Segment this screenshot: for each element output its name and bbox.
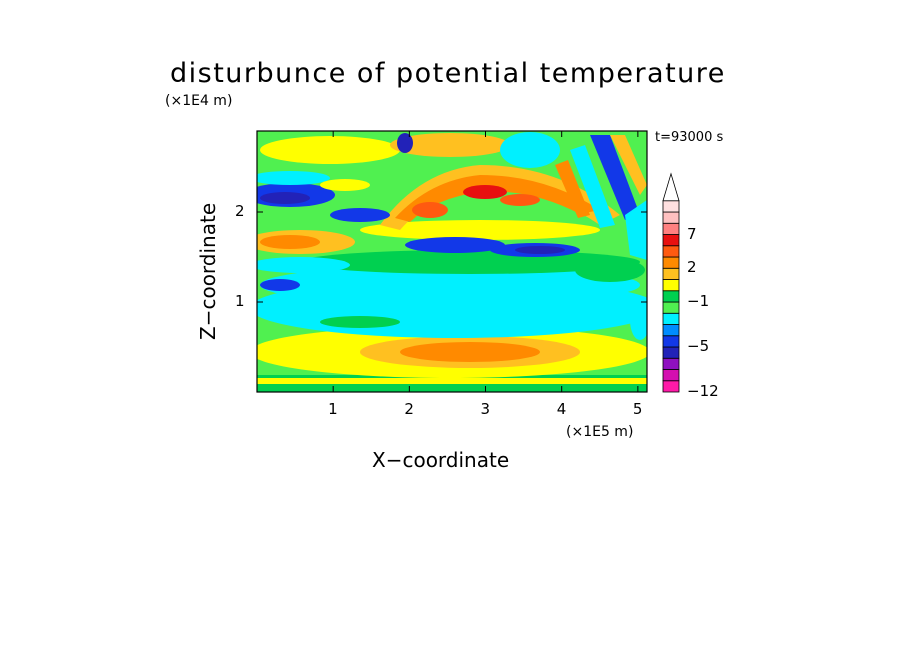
- colorbar-swatch: [662, 380, 680, 393]
- left-cool-lower: [257, 257, 350, 273]
- colorbar-swatch: [662, 256, 680, 269]
- colorbar-swatch: [662, 324, 680, 337]
- colorbar: [662, 172, 680, 393]
- colorbar-swatch: [662, 279, 680, 292]
- warm-arch-outer: [380, 165, 620, 230]
- colorbar-swatch: [662, 211, 680, 224]
- plot-frame: [256, 130, 648, 393]
- top-yellow-left: [260, 136, 400, 164]
- colorbar-swatch: [662, 222, 680, 235]
- y-unit-label: (×1E4 m): [165, 93, 233, 109]
- colorbar-tick-label: −5: [687, 337, 710, 355]
- colorbar-extend-arrow: [662, 172, 680, 202]
- left-cool-stripe: [257, 171, 330, 185]
- left-cold-core: [260, 192, 310, 204]
- left-warm-core: [260, 235, 320, 249]
- right-green-patch: [575, 258, 645, 282]
- low-warm-core: [400, 342, 540, 362]
- x-tick-label: 2: [404, 400, 414, 418]
- colorbar-swatch: [662, 335, 680, 348]
- colorbar-tick-label: −12: [687, 382, 719, 400]
- colorbar-swatch: [662, 200, 680, 213]
- left-yellow-stripe: [320, 179, 370, 191]
- warm-patch-left: [412, 202, 448, 218]
- colorbar-swatch: [662, 357, 680, 370]
- time-label: t=93000 s: [655, 130, 724, 145]
- colorbar-swatch: [662, 369, 680, 382]
- right-wave-stripe-4: [555, 160, 590, 218]
- axis-ticks: [257, 131, 647, 392]
- x-tick-label: 1: [328, 400, 338, 418]
- contour-field: [257, 131, 647, 392]
- y-axis-label: Z−coordinate: [196, 202, 220, 340]
- x-tick-label: 3: [480, 400, 491, 418]
- right-cool-edge: [625, 200, 647, 260]
- cold-band-right-core: [515, 246, 565, 254]
- colorbar-swatch: [662, 312, 680, 325]
- colorbar-swatch: [662, 346, 680, 359]
- y-tick-label: 1: [235, 292, 245, 310]
- chart-title: disturbunce of potential temperature: [170, 58, 726, 89]
- top-orange-center: [390, 133, 510, 157]
- warm-arch-inner: [395, 175, 600, 222]
- x-tick-label: 5: [632, 400, 643, 418]
- colorbar-tick-label: −1: [687, 292, 710, 310]
- x-unit-label: (×1E5 m): [566, 424, 634, 440]
- colorbar-tick-label: 2: [687, 258, 697, 277]
- colorbar-swatch: [662, 267, 680, 280]
- x-axis-label: X−coordinate: [372, 448, 510, 472]
- upper-yellow-band: [360, 220, 600, 240]
- warm-patch-right: [500, 194, 540, 206]
- top-cool-patch: [500, 132, 560, 168]
- left-cold-band: [330, 208, 390, 222]
- right-wave-stripe-1: [590, 135, 640, 220]
- top-cold-spot: [397, 133, 413, 153]
- colorbar-swatch: [662, 301, 680, 314]
- mid-green-streak: [320, 316, 400, 328]
- colorbar-swatch: [662, 245, 680, 258]
- cold-band-center: [405, 237, 505, 253]
- mid-cool-layer-upper: [260, 265, 640, 305]
- left-cold-spot-low: [260, 279, 300, 291]
- colorbar-swatch: [662, 290, 680, 303]
- y-tick-label: 2: [235, 202, 245, 220]
- right-wave-stripe-3: [570, 145, 615, 228]
- colorbar-swatch: [662, 234, 680, 247]
- colorbar-tick-label: 7: [687, 224, 697, 243]
- right-cool-edge-low: [630, 300, 647, 340]
- warm-maximum: [463, 185, 507, 199]
- x-tick-label: 4: [556, 400, 567, 418]
- surface-warm-stripe: [257, 378, 647, 384]
- right-wave-stripe-2: [610, 135, 647, 195]
